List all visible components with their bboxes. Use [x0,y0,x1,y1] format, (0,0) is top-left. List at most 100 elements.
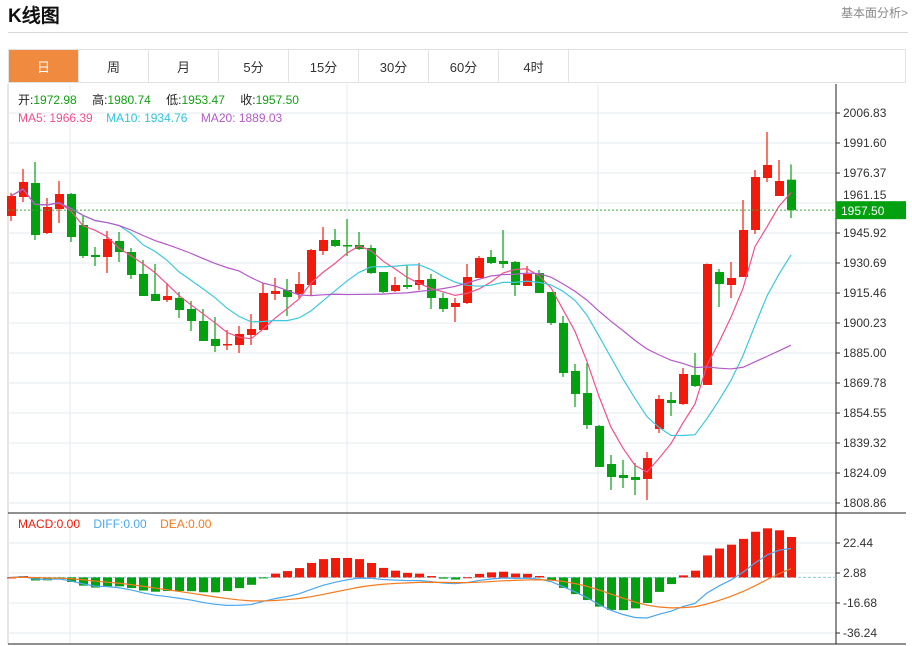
macd-bar [643,577,652,603]
candle-body [631,476,640,480]
macd-bar [199,577,208,593]
candle-body [307,249,316,286]
ma5-value: MA5: 1966.39 [18,111,93,125]
macd-tick-label: 22.44 [843,536,873,550]
candle [787,164,796,219]
macd-tick-label: 2.88 [843,566,867,580]
macd-bar [319,559,328,578]
macd-bar [247,577,256,585]
candle [271,277,280,300]
candle [235,325,244,354]
candle [331,228,340,247]
macd-bar [415,573,424,578]
tab-month[interactable]: 月 [149,50,219,82]
macd-bar [235,577,244,589]
macd-bar [379,567,388,578]
low-value: 1953.47 [181,93,225,107]
candle-body [115,240,124,253]
candle-body [775,181,784,196]
candle [487,249,496,265]
current-price-badge [836,201,906,220]
candle [391,277,400,292]
candle-body [271,290,280,294]
macd-bar [547,577,556,581]
price-tick-label: 1900.23 [843,316,887,330]
candle-body [571,370,580,394]
candle-body [139,273,148,296]
macd-bar [475,573,484,578]
candle-body [451,303,460,307]
candle-body [127,252,136,275]
candle-body [475,257,484,278]
candle-body [199,320,208,341]
page-title: K线图 [8,6,60,27]
candle [187,300,196,331]
high-value: 1980.74 [107,93,151,107]
candle-body [319,239,328,251]
macd-bar [619,577,628,611]
candle-body [715,271,724,284]
candle [379,271,388,293]
tab-5min[interactable]: 5分 [219,50,289,82]
candle [43,197,52,234]
candle-body [391,285,400,291]
tab-week[interactable]: 周 [79,50,149,82]
candle [307,248,316,295]
candle [727,261,736,298]
macd-bar [175,577,184,592]
candle [595,424,604,467]
tab-30min[interactable]: 30分 [359,50,429,82]
macd-bar [571,577,580,595]
candle [511,260,520,296]
candle [163,282,172,303]
macd-bar [559,577,568,588]
candle-body [655,398,664,429]
candle [619,459,628,488]
candle [259,282,268,330]
candle [439,292,448,312]
price-tick-label: 1885.00 [843,346,887,360]
macd-bar [523,573,532,578]
macd-bar [307,562,316,578]
macd-bar [211,577,220,593]
candle-body [103,239,112,257]
candle-body [355,244,364,249]
candle-body [739,229,748,278]
candle [691,353,700,387]
period-tabs: 日 周 月 5分 15分 30分 60分 4时 [8,49,906,83]
candle [739,199,748,278]
macd-value: MACD:0.00 [18,517,81,531]
macd-bar [451,577,460,580]
price-tick-label: 1976.37 [843,166,887,180]
candle-body [463,277,472,304]
macd-bar [691,570,700,578]
macd-bar [535,576,544,578]
ma-legend: MA5: 1966.39 MA10: 1934.76 MA20: 1889.03 [18,111,288,125]
price-tick-label: 1839.32 [843,436,887,450]
tab-15min[interactable]: 15分 [289,50,359,82]
candle [367,245,376,274]
macd-bar [787,536,796,578]
candle-body [55,194,64,209]
macd-bar [367,562,376,578]
high-label: 高: [92,93,108,107]
diff-line [10,547,792,619]
fundamental-analysis-link[interactable]: 基本面分析> [840,6,908,20]
candle [631,462,640,495]
macd-bar [331,557,340,578]
candle [31,161,40,240]
candle-body [487,256,496,263]
macd-bar [583,577,592,601]
candle [415,262,424,291]
divider [8,32,908,33]
tab-4hour[interactable]: 4时 [499,50,569,82]
candle [763,131,772,182]
macd-bar [667,577,676,585]
macd-bar [715,548,724,578]
candle-body [79,224,88,257]
tab-day[interactable]: 日 [9,50,79,82]
tab-60min[interactable]: 60分 [429,50,499,82]
open-value: 1972.98 [33,93,77,107]
macd-bar [403,572,412,578]
